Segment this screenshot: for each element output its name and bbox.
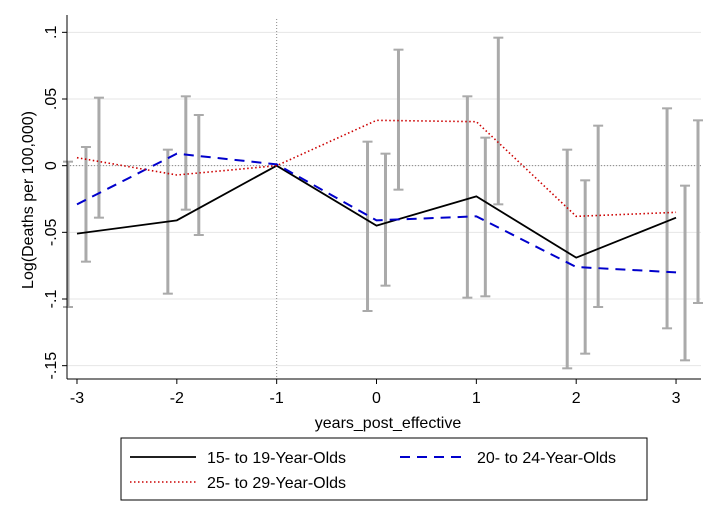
x-tick-label: 0 (372, 390, 381, 407)
x-tick-label: -2 (170, 390, 184, 407)
confidence-intervals (62, 36, 704, 370)
y-tick-label: -.05 (43, 218, 60, 246)
x-tick-label: -1 (270, 390, 284, 407)
axes: -.15 -.1 -.05 0 .05 .1 -3 -2 -1 0 1 2 3 (43, 15, 701, 407)
legend-box (120, 437, 648, 501)
legend-label-series-3: 25- to 29-Year-Olds (207, 475, 346, 492)
series-line-1 (76, 164, 677, 259)
y-tick-label: -.15 (43, 352, 60, 380)
x-tick-label: 1 (472, 390, 481, 407)
y-tick-label: .1 (43, 26, 60, 39)
legend-label-series-1: 15- to 19-Year-Olds (207, 450, 346, 467)
reference-lines (67, 19, 701, 379)
y-axis-title: Log(Deaths per 100,000) (20, 111, 37, 289)
x-tick-label: 2 (572, 390, 581, 407)
legend: 15- to 19-Year-Olds 20- to 24-Year-Olds … (120, 437, 648, 501)
legend-label-series-2: 20- to 24-Year-Olds (477, 450, 616, 467)
y-tick-label: .05 (43, 88, 60, 110)
series-line-2 (76, 152, 677, 274)
y-tick-label: 0 (43, 161, 60, 170)
y-tick-label: -.1 (43, 290, 60, 309)
x-axis-title: years_post_effective (315, 415, 462, 432)
x-tick-label: 3 (672, 390, 681, 407)
series-line-3 (76, 119, 677, 218)
x-tick-label: -3 (70, 390, 84, 407)
series-lines (76, 119, 677, 274)
